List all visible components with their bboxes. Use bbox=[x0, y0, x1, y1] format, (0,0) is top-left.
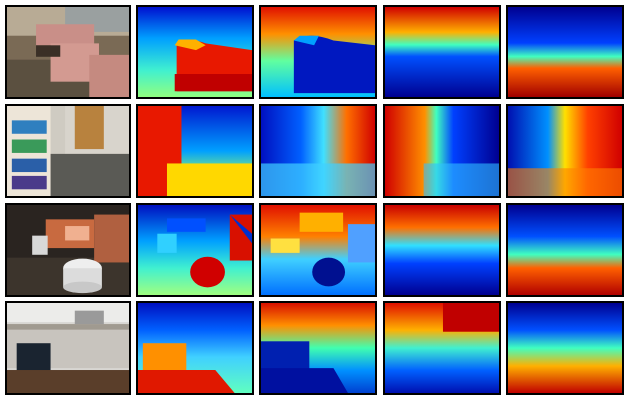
row2-map-1 bbox=[136, 104, 254, 198]
row4-map-4 bbox=[506, 301, 624, 395]
row2-map-3 bbox=[383, 104, 501, 198]
row1-map-2 bbox=[259, 5, 377, 99]
row3-map-3 bbox=[383, 203, 501, 297]
row4-map-2 bbox=[259, 301, 377, 395]
row1-map-1 bbox=[136, 5, 254, 99]
row2-map-2 bbox=[259, 104, 377, 198]
row4-map-1 bbox=[136, 301, 254, 395]
row3-map-2 bbox=[259, 203, 377, 297]
row2-map-4 bbox=[506, 104, 624, 198]
row4-rgb-photo bbox=[5, 301, 131, 395]
row1-map-3 bbox=[383, 5, 501, 99]
row3-map-4 bbox=[506, 203, 624, 297]
row1-rgb-photo bbox=[5, 5, 131, 99]
row1-map-4 bbox=[506, 5, 624, 99]
row3-rgb-photo bbox=[5, 203, 131, 297]
row2-rgb-photo bbox=[5, 104, 131, 198]
row3-map-1 bbox=[136, 203, 254, 297]
row4-map-3 bbox=[383, 301, 501, 395]
